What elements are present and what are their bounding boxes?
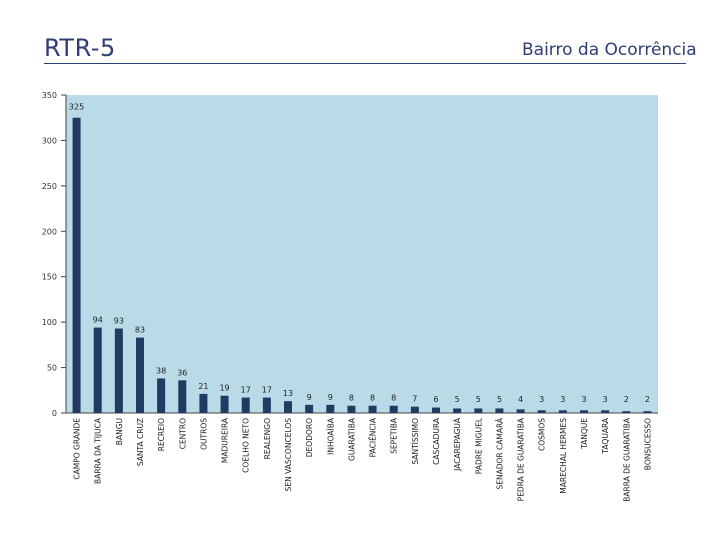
x-category-label: COSMOS [538,418,547,451]
bar [537,410,546,413]
bar [93,327,102,413]
data-label: 83 [135,326,145,335]
bar [284,401,292,413]
data-label: 3 [603,395,608,404]
data-label: 7 [412,395,417,404]
bar [326,404,335,413]
data-label: 5 [497,395,502,404]
bar [305,404,314,413]
data-label: 2 [624,395,629,404]
data-label: 9 [307,393,312,402]
bar [474,408,483,413]
x-category-label: COELHO NETO [242,418,251,473]
data-label: 2 [645,395,650,404]
x-category-label: INHOAÍBA [326,417,335,455]
bar [72,117,81,413]
x-category-label: DEODORO [305,418,314,457]
data-label: 3 [539,395,544,404]
data-label: 3 [581,395,586,404]
title-underline [44,63,686,64]
bar [220,395,229,413]
x-category-label: MARECHAL HERMES [559,418,568,494]
data-label: 17 [262,386,272,395]
x-category-label: TANQUE [580,418,589,450]
y-tick-label: 0 [52,409,57,418]
data-label: 8 [370,394,375,403]
x-category-label: BONSUCESSO [643,418,652,470]
x-category-label: SANTA CRUZ [136,418,145,466]
bar [601,410,610,413]
x-category-label: CAMPO GRANDE [73,418,82,480]
data-label: 8 [349,394,354,403]
y-tick-label: 50 [47,364,57,373]
data-label: 9 [328,393,333,402]
bar [432,407,440,413]
bar [389,405,398,413]
data-label: 5 [455,395,460,404]
x-category-label: REALENGO [263,418,272,459]
data-label: 5 [476,395,481,404]
x-category-label: PEDRA DE GUARATIBA [517,417,526,501]
x-category-label: GUARATIBA [347,417,356,461]
data-label: 8 [391,394,396,403]
x-category-label: CENTRO [178,418,187,449]
y-tick-label: 300 [42,136,57,145]
x-category-label: PACIÊNCIA [369,417,378,457]
data-label: 21 [198,382,208,391]
data-label: 93 [114,317,124,326]
data-label: 325 [69,103,84,112]
x-category-label: RECREIO [157,418,166,451]
chart-subtitle: Bairro da Ocorrência [522,40,697,60]
data-label: 36 [177,368,187,377]
bar [410,406,419,413]
bar [558,410,567,413]
bar [114,328,123,413]
y-tick-label: 200 [42,227,57,236]
data-label: 13 [283,389,293,398]
bar [136,337,144,413]
x-category-label: PADRE MIGUEL [474,417,483,474]
x-category-label: SANTÍSSIMO [411,418,420,465]
y-tick-label: 350 [42,91,57,100]
page-title: RTR-5 [44,34,116,62]
bar [347,405,356,413]
y-tick-label: 100 [42,318,57,327]
bar [516,409,525,413]
bar [368,405,377,413]
bar [622,411,631,413]
data-label: 38 [156,366,166,375]
x-category-label: BARRA DA TIJUCA [94,417,103,484]
x-category-label: SEN VASCONCELOS [284,418,293,492]
x-category-label: BARRA DE GUARATIBA [622,417,631,502]
x-category-label: SENADOR CAMARÁ [495,417,504,489]
bar [241,397,250,413]
data-label: 3 [560,395,565,404]
data-label: 6 [433,395,438,404]
bar [157,378,166,413]
bar [178,380,187,413]
bar [199,393,208,413]
bar [643,411,652,413]
data-label: 19 [219,384,229,393]
x-category-label: CASCADURA [432,417,441,465]
data-label: 94 [93,316,103,325]
bar [495,408,504,413]
bar [580,410,588,413]
bar [453,408,462,413]
x-category-label: OUTROS [199,418,208,450]
x-category-label: JACAREPAGUÁ [453,417,462,472]
x-category-label: TAQUARA [601,417,610,454]
x-category-label: SEPETIBA [390,417,399,454]
data-label: 4 [518,395,523,404]
data-label: 17 [241,386,251,395]
plot-area [66,95,658,413]
x-category-label: BANGU [115,418,124,445]
y-tick-label: 250 [42,182,57,191]
x-category-label: MADUREIRA [221,417,230,463]
y-tick-label: 150 [42,273,57,282]
bar [262,397,271,413]
